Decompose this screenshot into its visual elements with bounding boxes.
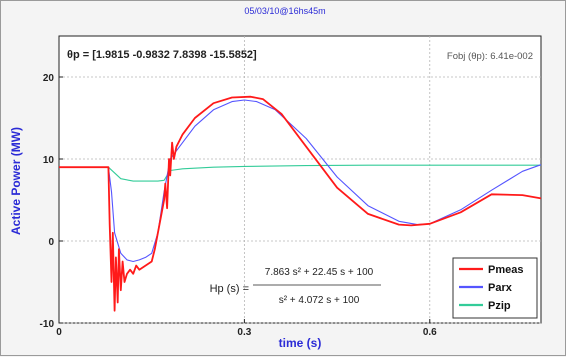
y-axis-label: Active Power (MW) <box>9 127 23 235</box>
fobj-annotation: Fobj (θp): 6.41e-002 <box>447 51 533 62</box>
x-axis-label: time (s) <box>279 336 322 350</box>
legend: Pmeas Parx Pzip <box>452 257 538 319</box>
legend-label-pmeas: Pmeas <box>488 264 523 276</box>
hp-numerator: 7.863 s² + 22.45 s + 100 <box>265 267 374 278</box>
series-group <box>59 95 542 312</box>
x-tick-label: 0.3 <box>237 327 251 338</box>
y-tick-label: 10 <box>43 155 55 166</box>
hp-label: Hp (s) = <box>210 283 249 295</box>
legend-label-parx: Parx <box>488 282 513 294</box>
chart-title: 05/03/10@16hs45m <box>244 6 325 16</box>
theta-annotation: θp = [1.9815 -0.9832 7.8398 -15.5852] <box>67 49 257 61</box>
grid-lines <box>59 36 541 324</box>
series-line-pmeas <box>59 95 542 312</box>
y-tick-label: 0 <box>48 237 54 248</box>
y-tick-label: -10 <box>40 319 55 330</box>
legend-label-pzip: Pzip <box>488 300 511 312</box>
y-tick-label: 20 <box>43 73 55 84</box>
hp-denominator: s² + 4.072 s + 100 <box>279 295 360 306</box>
x-tick-label: 0.6 <box>423 327 437 338</box>
x-tick-label: 0 <box>56 327 62 338</box>
